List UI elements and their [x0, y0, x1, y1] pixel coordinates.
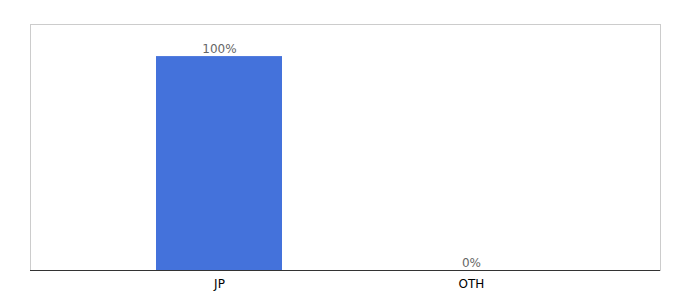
svg-text:0%: 0% [462, 256, 481, 270]
svg-text:JP: JP [213, 277, 225, 291]
svg-text:OTH: OTH [459, 277, 485, 291]
svg-text:100%: 100% [202, 42, 236, 56]
